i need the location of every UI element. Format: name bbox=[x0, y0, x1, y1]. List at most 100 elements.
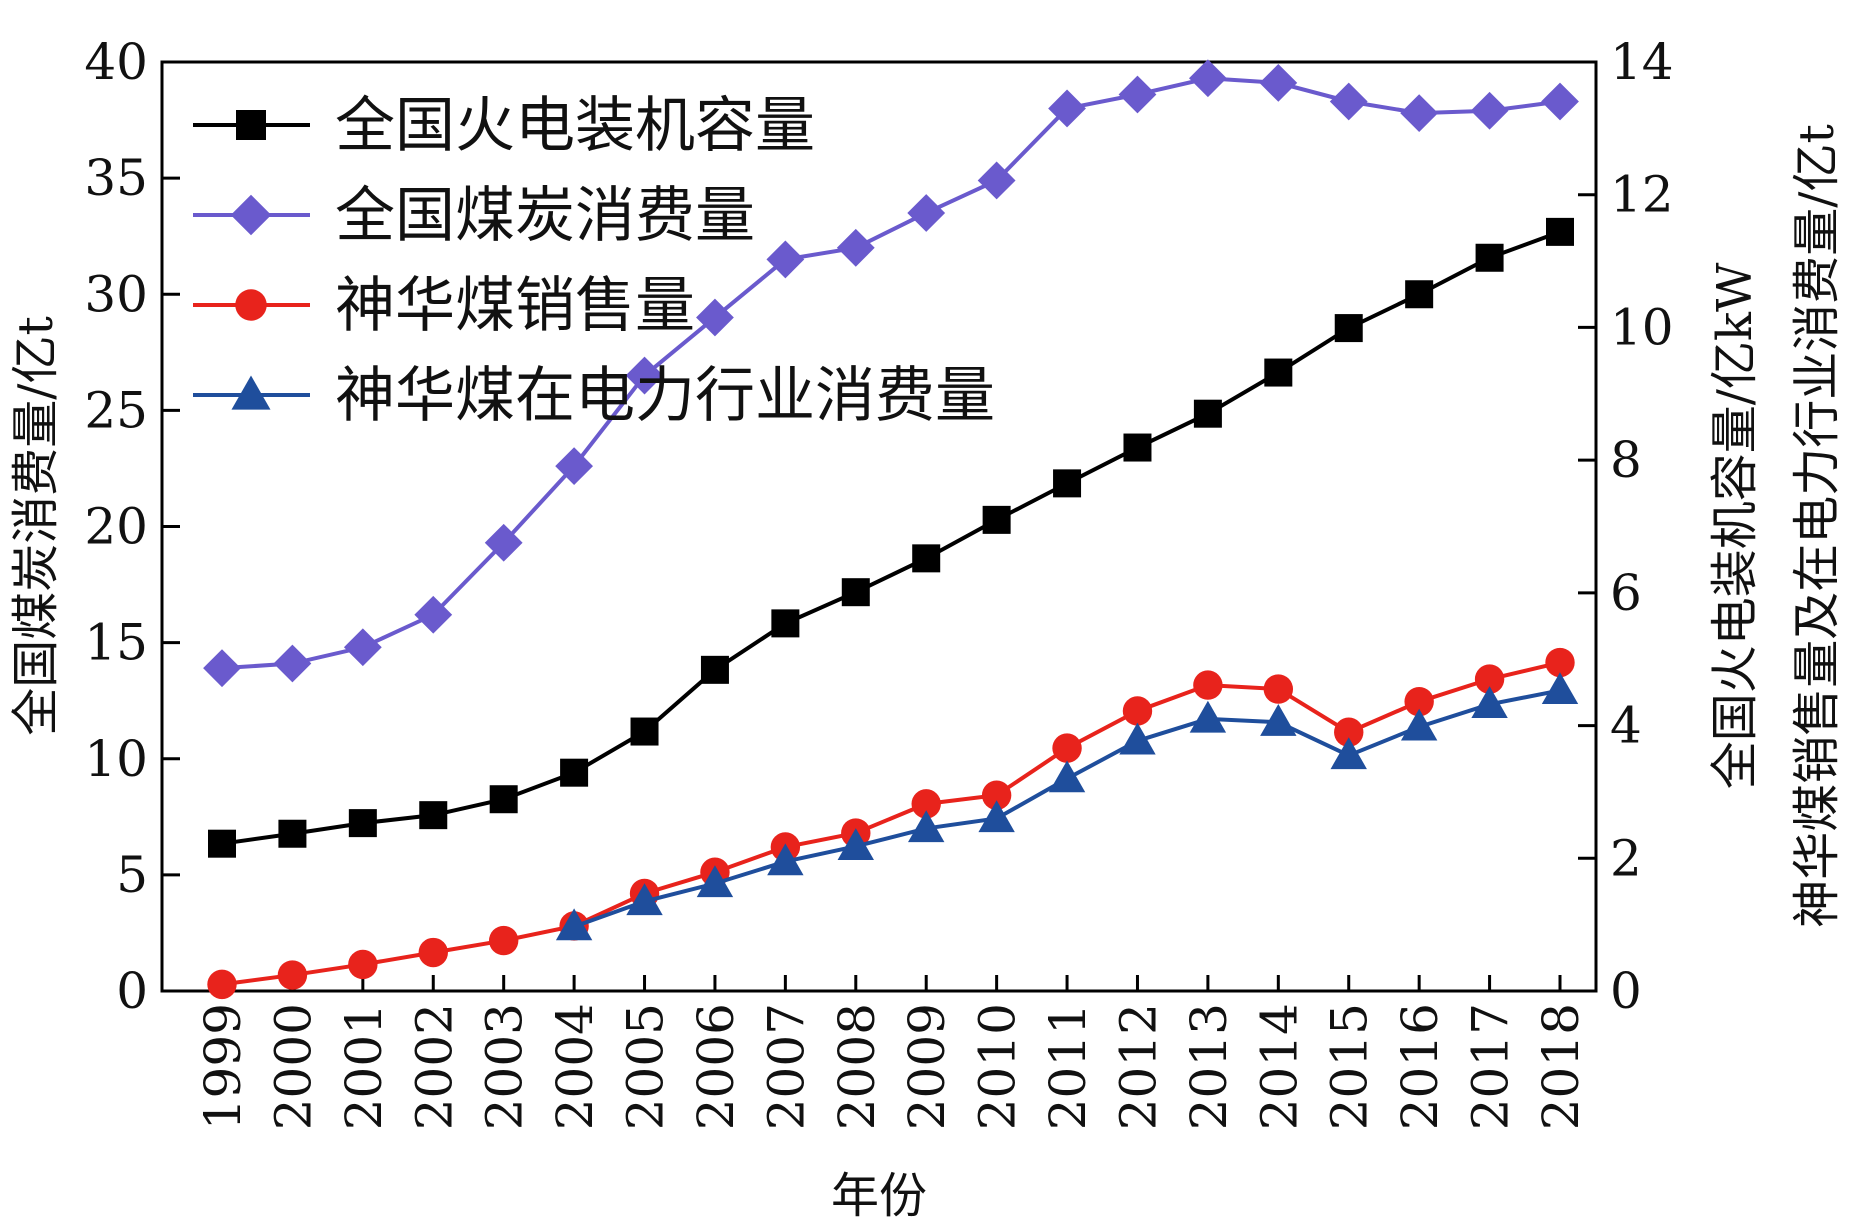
legend-label: 全国煤炭消费量 bbox=[335, 181, 755, 251]
x-tick-label: 2007 bbox=[757, 1003, 815, 1130]
series-point bbox=[560, 758, 589, 787]
series-point bbox=[273, 644, 312, 683]
series-point bbox=[208, 829, 236, 858]
legend-marker bbox=[231, 375, 271, 410]
series-point bbox=[1545, 647, 1575, 678]
series-point bbox=[1400, 708, 1438, 741]
series-4 bbox=[555, 672, 1579, 941]
series-point bbox=[766, 240, 805, 279]
y-right-tick-label: 0 bbox=[1610, 962, 1642, 1020]
series-2 bbox=[203, 59, 1579, 688]
x-tick-label: 2008 bbox=[828, 1003, 886, 1130]
y-right-tick-label: 10 bbox=[1610, 298, 1674, 356]
series-point bbox=[1118, 75, 1157, 114]
x-axis-title: 年份 bbox=[831, 1168, 927, 1224]
legend-marker bbox=[236, 110, 266, 140]
y-left-tick-label: 5 bbox=[116, 846, 148, 904]
series-point bbox=[484, 523, 523, 562]
series-point bbox=[912, 544, 941, 573]
legend-label: 神华煤在电力行业消费量 bbox=[335, 361, 995, 431]
series-point bbox=[1546, 217, 1574, 246]
series-point bbox=[348, 949, 378, 980]
series-point bbox=[981, 780, 1012, 810]
series-point bbox=[1119, 722, 1156, 755]
legend-label: 全国火电装机容量 bbox=[335, 91, 815, 161]
series-point bbox=[414, 595, 453, 634]
series-point bbox=[977, 161, 1016, 200]
series-point bbox=[1259, 64, 1298, 102]
series-point bbox=[836, 228, 875, 267]
series-point bbox=[1048, 89, 1086, 128]
series-point bbox=[1541, 82, 1579, 121]
y-left-tick-label: 0 bbox=[116, 962, 148, 1020]
series-point bbox=[1470, 91, 1509, 130]
x-tick-label: 2011 bbox=[1039, 1003, 1097, 1130]
series-point bbox=[418, 937, 448, 968]
series-layer bbox=[203, 59, 1579, 1000]
legend-marker bbox=[235, 289, 267, 321]
series-point bbox=[982, 505, 1011, 534]
series-point bbox=[348, 809, 377, 838]
series-point bbox=[1475, 243, 1504, 272]
y-left-tick-label: 25 bbox=[84, 381, 148, 439]
y-axis-left-title: 全国煤炭消费量/亿t bbox=[8, 316, 64, 735]
series-point bbox=[1474, 664, 1505, 694]
series-point bbox=[696, 298, 734, 337]
y-axis-right-title-line2: 神华煤销售量及在电力行业消费量/亿t bbox=[1789, 124, 1845, 927]
x-tick-label: 2002 bbox=[405, 1003, 463, 1130]
series-point bbox=[625, 356, 664, 395]
series-point bbox=[1263, 674, 1294, 704]
x-tick-label: 2012 bbox=[1109, 1003, 1167, 1130]
series-1 bbox=[208, 217, 1574, 858]
x-tick-label: 2016 bbox=[1391, 1003, 1449, 1130]
series-point bbox=[207, 969, 237, 1000]
y-left-tick-label: 40 bbox=[84, 33, 148, 91]
series-point bbox=[1048, 760, 1086, 793]
y-right-tick-label: 4 bbox=[1610, 697, 1642, 755]
series-point bbox=[555, 447, 594, 486]
legend-label: 神华煤销售量 bbox=[335, 271, 695, 341]
series-point bbox=[911, 789, 941, 819]
series-point bbox=[343, 628, 382, 667]
x-tick-label: 2013 bbox=[1180, 1003, 1238, 1130]
x-tick-label: 2001 bbox=[335, 1003, 393, 1130]
series-point bbox=[1053, 469, 1082, 498]
y-left-tick-label: 20 bbox=[84, 498, 148, 556]
x-tick-label: 2018 bbox=[1532, 1003, 1590, 1130]
legend-marker bbox=[230, 194, 272, 236]
series-point bbox=[1193, 399, 1222, 428]
series-point bbox=[1334, 717, 1364, 747]
x-tick-label: 2009 bbox=[898, 1003, 956, 1130]
legend-item-2: 全国煤炭消费量 bbox=[193, 181, 755, 251]
series-point bbox=[1404, 686, 1434, 717]
series-point bbox=[1334, 314, 1363, 343]
series-point bbox=[908, 810, 945, 843]
series-point bbox=[1189, 700, 1227, 733]
x-tick-label: 1999 bbox=[194, 1003, 252, 1130]
series-point bbox=[1188, 59, 1227, 98]
series-point bbox=[1400, 94, 1439, 132]
y-right-tick-label: 2 bbox=[1610, 829, 1642, 887]
x-tick-label: 2003 bbox=[476, 1003, 534, 1130]
legend-item-1: 全国火电装机容量 bbox=[193, 91, 815, 161]
series-point bbox=[555, 908, 593, 941]
series-point bbox=[1193, 670, 1223, 700]
series-point bbox=[489, 785, 518, 814]
legend-item-3: 神华煤销售量 bbox=[193, 271, 695, 341]
series-point bbox=[1260, 704, 1297, 736]
y-left-tick-label: 35 bbox=[84, 149, 148, 207]
series-point bbox=[696, 865, 734, 898]
series-point bbox=[277, 960, 308, 990]
x-tick-label: 2004 bbox=[546, 1003, 604, 1130]
series-point bbox=[488, 925, 519, 956]
series-point bbox=[630, 717, 659, 746]
x-tick-label: 2017 bbox=[1462, 1003, 1520, 1130]
series-point bbox=[1471, 686, 1508, 718]
x-tick-label: 2014 bbox=[1250, 1003, 1308, 1130]
legend-item-4: 神华煤在电力行业消费量 bbox=[193, 361, 995, 431]
series-point bbox=[1330, 737, 1367, 770]
series-point bbox=[907, 194, 946, 232]
